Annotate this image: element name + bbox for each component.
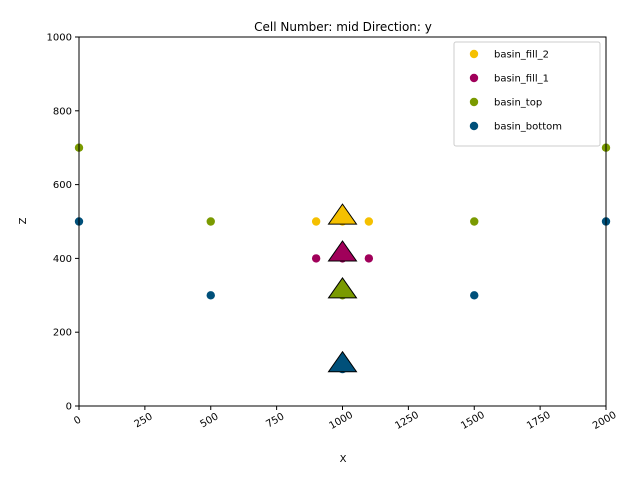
data-point-basin_fill_2-1 (364, 217, 374, 226)
legend-marker-basin_fill_1 (469, 73, 479, 83)
triangle-marker-basin_fill_1 (327, 240, 358, 262)
triangle-marker-basin_fill_2 (327, 203, 358, 225)
x-tick-label-0: 0 (72, 414, 83, 427)
legend-label-basin_bottom: basin_bottom (494, 122, 562, 133)
data-point-basin_bottom-1 (206, 291, 215, 300)
legend-marker-basin_top (469, 97, 479, 107)
legend-marker-basin_bottom (469, 121, 479, 131)
y-tick-label-800: 800 (53, 106, 72, 117)
y-tick-label-200: 200 (53, 328, 72, 339)
y-tick-label-0: 0 (66, 402, 72, 413)
plot-area: 0 250 500 750 1000 1250 1500 1750 20000200400600… (47, 33, 619, 432)
data-point-basin_fill_1-0 (311, 254, 321, 263)
y-axis-label: Z (18, 217, 29, 224)
triangle-marker-basin_top (327, 277, 358, 299)
legend-marker-basin_fill_2 (469, 49, 479, 59)
legend-label-basin_top: basin_top (494, 98, 542, 109)
legend-box (453, 41, 601, 147)
data-point-basin_top-1 (206, 217, 215, 226)
y-tick-label-400: 400 (53, 254, 72, 265)
legend-label-basin_fill_2: basin_fill_2 (494, 50, 549, 61)
triangle-marker-basin_bottom (327, 350, 358, 373)
legend: basin_fill_2 basin_fill_1 basin_top basin_b… (453, 41, 601, 147)
data-point-basin_fill_2-0 (311, 217, 321, 226)
x-axis-label: X (340, 454, 347, 465)
chart-title: Cell Number: mid Direction: y (254, 20, 432, 34)
y-tick-label-600: 600 (53, 180, 72, 191)
y-tick-label-1000: 1000 (47, 33, 72, 44)
data-point-basin_fill_1-1 (364, 254, 374, 263)
data-point-basin_bottom-3 (470, 291, 479, 300)
legend-label-basin_fill_1: basin_fill_1 (494, 74, 549, 85)
data-point-basin_top-3 (470, 217, 479, 226)
